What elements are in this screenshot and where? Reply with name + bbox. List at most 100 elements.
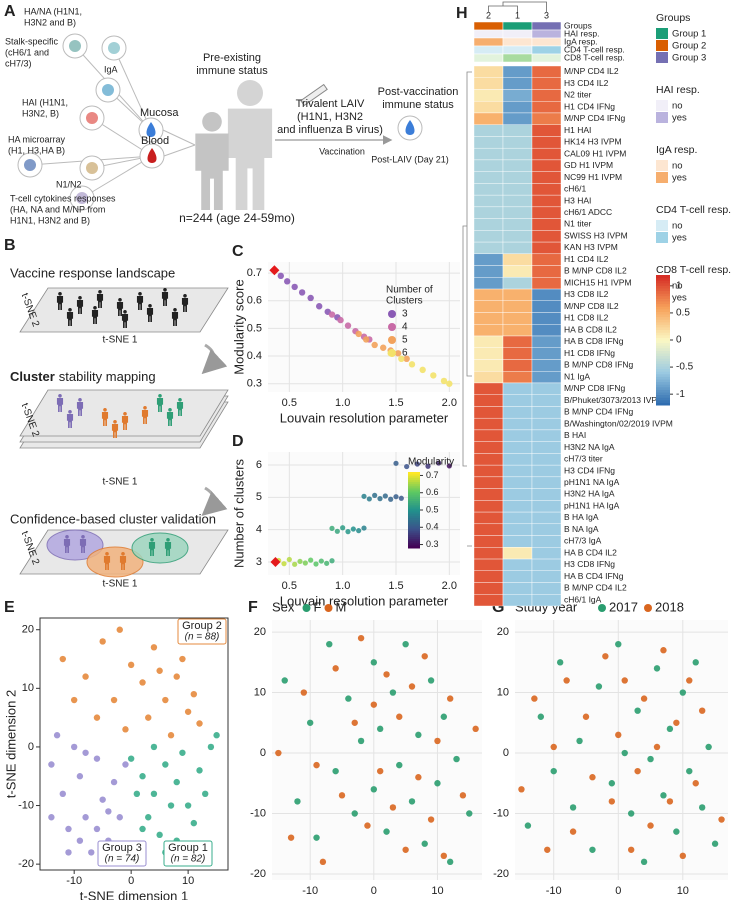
heat-cell xyxy=(502,241,533,255)
colorbar-label: -1 xyxy=(676,389,685,400)
point xyxy=(326,640,333,648)
colorbar-segment xyxy=(656,355,670,359)
point xyxy=(292,561,298,567)
colorbar-segment xyxy=(408,519,420,522)
panel-letter: D xyxy=(232,433,244,450)
legend-swatch xyxy=(656,100,668,111)
point xyxy=(380,344,387,351)
point xyxy=(313,834,320,841)
group-label: Group 2 xyxy=(182,620,222,632)
colorbar-segment xyxy=(408,530,420,534)
colorbar-segment xyxy=(656,342,670,346)
colorbar-label: 0.5 xyxy=(426,504,439,514)
panel-letter: A xyxy=(4,3,16,20)
colorbar-segment xyxy=(408,513,420,517)
heat-cell xyxy=(473,359,504,372)
person-head xyxy=(68,308,72,312)
heat-cell xyxy=(531,547,562,560)
legend-swatch xyxy=(324,604,333,612)
colorbar-segment xyxy=(656,389,670,393)
heat-cell xyxy=(531,453,562,466)
heat-cell xyxy=(473,288,504,301)
point xyxy=(65,825,72,833)
person-body xyxy=(148,541,156,557)
heat-cell xyxy=(531,511,562,525)
point xyxy=(362,336,370,343)
point xyxy=(291,283,298,291)
heat-cell xyxy=(502,453,533,466)
point xyxy=(145,814,152,821)
assay-label: H3N2, B) xyxy=(22,108,59,118)
heat-cell xyxy=(473,241,504,255)
heat-cell xyxy=(502,547,533,560)
colorbar-segment xyxy=(656,366,670,370)
legend-label: 2018 xyxy=(655,599,684,614)
y-tick-label: 20 xyxy=(254,626,266,638)
person-body xyxy=(66,311,74,326)
point xyxy=(139,773,146,780)
point xyxy=(133,790,141,798)
point xyxy=(281,561,287,567)
point xyxy=(306,719,314,726)
person-head xyxy=(173,308,177,312)
point xyxy=(608,798,616,805)
heat-cell xyxy=(531,476,562,489)
colorbar-segment xyxy=(408,472,420,475)
point xyxy=(150,743,158,751)
y-tick-label: 3 xyxy=(256,556,262,568)
heat-cell xyxy=(502,171,533,184)
annotation-cell xyxy=(502,21,533,31)
arrow-label: Vaccination xyxy=(319,146,365,156)
person-icon xyxy=(111,420,119,438)
colorbar-segment xyxy=(656,308,670,312)
point xyxy=(427,677,435,684)
point xyxy=(110,696,118,704)
legend-swatch xyxy=(656,232,668,243)
person-icon xyxy=(103,552,111,571)
heat-cell xyxy=(473,547,504,560)
point xyxy=(711,840,719,847)
legend-swatch xyxy=(656,28,668,39)
point xyxy=(361,525,367,531)
point xyxy=(376,725,384,733)
colorbar-segment xyxy=(656,329,670,333)
row-label: H3N2 NA IgA xyxy=(564,442,615,452)
point xyxy=(634,767,641,775)
point xyxy=(196,720,203,727)
y-tick-label: -10 xyxy=(18,799,34,811)
y-tick-label: 6 xyxy=(256,459,262,471)
row-label: M/NP CD4 IFNg xyxy=(564,113,626,123)
heat-cell xyxy=(502,101,533,114)
point xyxy=(307,294,314,302)
heat-cell xyxy=(502,558,533,571)
colorbar-label: 1 xyxy=(676,280,682,291)
heat-cell xyxy=(531,394,562,407)
point xyxy=(666,798,674,805)
point xyxy=(393,460,399,466)
heat-cell xyxy=(473,277,504,290)
y-tick-label: 0.6 xyxy=(247,295,262,307)
connector xyxy=(163,144,196,157)
legend-title: CD4 T-cell resp. xyxy=(656,204,731,216)
heat-cell xyxy=(531,230,562,243)
heat-cell xyxy=(531,171,562,184)
group-count: (n = 88) xyxy=(185,632,220,643)
heat-cell xyxy=(531,523,562,536)
row-label: B M/NP CD4 IL2 xyxy=(564,583,627,593)
row-label: HA B CD8 IFNg xyxy=(564,336,624,346)
colorbar-segment xyxy=(408,544,420,547)
drop xyxy=(405,120,415,135)
row-label: SWISS H3 IVPM xyxy=(564,230,628,240)
point xyxy=(122,761,129,768)
heat-cell xyxy=(502,570,533,583)
heat-cell xyxy=(531,582,562,595)
heat-cell xyxy=(502,89,533,102)
highlight-point xyxy=(269,265,280,276)
point xyxy=(370,786,378,793)
heat-cell xyxy=(502,511,533,525)
heat-cell xyxy=(531,312,562,325)
point xyxy=(116,626,123,633)
point xyxy=(550,743,557,751)
point xyxy=(302,560,308,566)
